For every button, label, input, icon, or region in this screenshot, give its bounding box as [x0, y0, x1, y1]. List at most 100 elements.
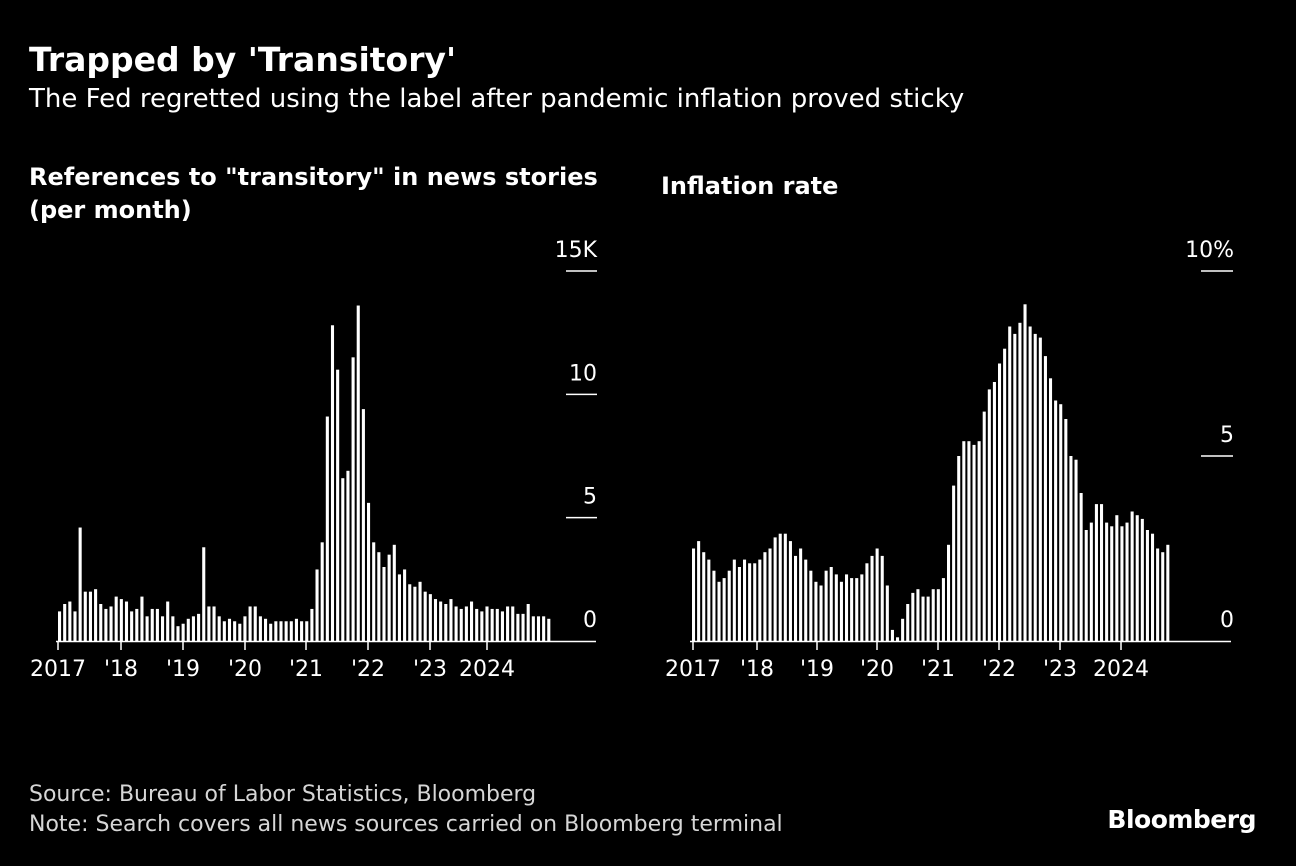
- transitory-bar: [516, 613, 520, 641]
- transitory-bar: [269, 623, 273, 641]
- inflation-bar: [1069, 456, 1073, 641]
- transitory-bar: [171, 616, 175, 641]
- transitory-bar: [212, 606, 216, 641]
- inflation-bar: [855, 578, 859, 641]
- inflation-x-tick-label: '18: [740, 657, 774, 682]
- inflation-bar: [941, 578, 945, 641]
- inflation-x-tick-label: '21: [921, 657, 955, 682]
- inflation-bar: [758, 559, 762, 641]
- inflation-bar: [732, 559, 736, 641]
- transitory-bar: [423, 591, 427, 641]
- transitory-bar: [464, 606, 468, 641]
- inflation-bar: [1110, 526, 1114, 641]
- inflation-bar: [1089, 522, 1093, 641]
- transitory-bar: [485, 606, 489, 641]
- inflation-x-tick-label: '19: [800, 657, 834, 682]
- chart-subtitle: The Fed regretted using the label after …: [29, 84, 965, 114]
- inflation-bar: [819, 585, 823, 641]
- inflation-bar: [1003, 348, 1007, 641]
- transitory-bar: [88, 591, 92, 641]
- transitory-x-tick-label: '22: [351, 657, 385, 682]
- inflation-bar: [727, 570, 731, 641]
- transitory-bar: [289, 621, 293, 641]
- transitory-bar: [320, 542, 324, 641]
- inflation-bar: [707, 559, 711, 641]
- inflation-bar: [824, 570, 828, 641]
- transitory-x-tick-label: '21: [289, 657, 323, 682]
- transitory-x-tick-label: 2017: [30, 657, 86, 682]
- inflation-bar: [814, 581, 818, 641]
- transitory-bar: [495, 608, 499, 641]
- transitory-bar: [351, 357, 355, 641]
- transitory-bar: [58, 611, 62, 641]
- transitory-bar: [418, 581, 422, 641]
- inflation-bar: [1028, 326, 1032, 641]
- inflation-bar: [768, 548, 772, 641]
- inflation-bar: [804, 559, 808, 641]
- transitory-bar: [428, 594, 432, 641]
- inflation-bar: [839, 581, 843, 641]
- inflation-bar: [753, 563, 757, 641]
- transitory-x-tick-label: '20: [228, 657, 262, 682]
- inflation-bar: [788, 541, 792, 641]
- transitory-bar: [253, 606, 257, 641]
- inflation-bar: [906, 604, 910, 641]
- transitory-bar: [367, 502, 371, 641]
- inflation-bar: [885, 585, 889, 641]
- transitory-bar: [109, 606, 113, 641]
- transitory-bar: [521, 613, 525, 641]
- inflation-bar: [962, 441, 966, 641]
- inflation-bar: [1049, 378, 1053, 641]
- inflation-bar: [829, 567, 833, 641]
- transitory-bar: [397, 574, 401, 641]
- inflation-bar: [1043, 356, 1047, 641]
- transitory-bar: [73, 611, 77, 641]
- transitory-bar: [305, 621, 309, 641]
- transitory-x-tick-label: '19: [166, 657, 200, 682]
- inflation-bar: [1008, 326, 1012, 641]
- transitory-y-tick-label: 5: [583, 485, 597, 510]
- inflation-bar: [957, 456, 961, 641]
- inflation-bar: [850, 578, 854, 641]
- transitory-bar: [248, 606, 252, 641]
- inflation-bar: [875, 548, 879, 641]
- transitory-bar: [83, 591, 87, 641]
- transitory-bar: [243, 616, 247, 641]
- transitory-bar: [403, 569, 407, 641]
- inflation-bar: [931, 589, 935, 641]
- inflation-bar: [1166, 544, 1170, 641]
- inflation-bar: [845, 574, 849, 641]
- transitory-bar: [392, 544, 396, 641]
- transitory-bar: [433, 599, 438, 641]
- inflation-bar: [1018, 322, 1022, 641]
- transitory-bar: [341, 478, 345, 641]
- transitory-bar: [166, 601, 170, 641]
- transitory-y-tick-label: 15K: [555, 238, 598, 263]
- inflation-bar: [1094, 504, 1098, 641]
- transitory-bar: [130, 611, 134, 641]
- transitory-bar: [356, 305, 360, 641]
- inflation-bar: [911, 592, 915, 641]
- transitory-bar: [408, 584, 412, 641]
- inflation-bar: [737, 567, 741, 641]
- transitory-bar: [542, 616, 546, 641]
- inflation-bar: [794, 555, 798, 641]
- inflation-bar: [947, 544, 951, 641]
- inflation-bar: [972, 444, 976, 641]
- inflation-bar: [921, 596, 925, 641]
- chart-title-main: Trapped by 'Transitory': [29, 40, 457, 79]
- transitory-bar: [124, 601, 129, 641]
- inflation-bar: [987, 389, 991, 641]
- transitory-bar: [94, 589, 98, 641]
- transitory-bar: [99, 604, 103, 641]
- inflation-bar: [870, 555, 874, 641]
- inflation-y-tick-label: 5: [1220, 423, 1234, 448]
- transitory-bar: [227, 618, 232, 641]
- transitory-bar: [202, 547, 206, 641]
- transitory-bar: [222, 621, 226, 641]
- transitory-bar: [114, 596, 118, 641]
- inflation-bar: [1038, 337, 1042, 641]
- inflation-bar: [692, 548, 696, 641]
- transitory-bar: [413, 586, 417, 641]
